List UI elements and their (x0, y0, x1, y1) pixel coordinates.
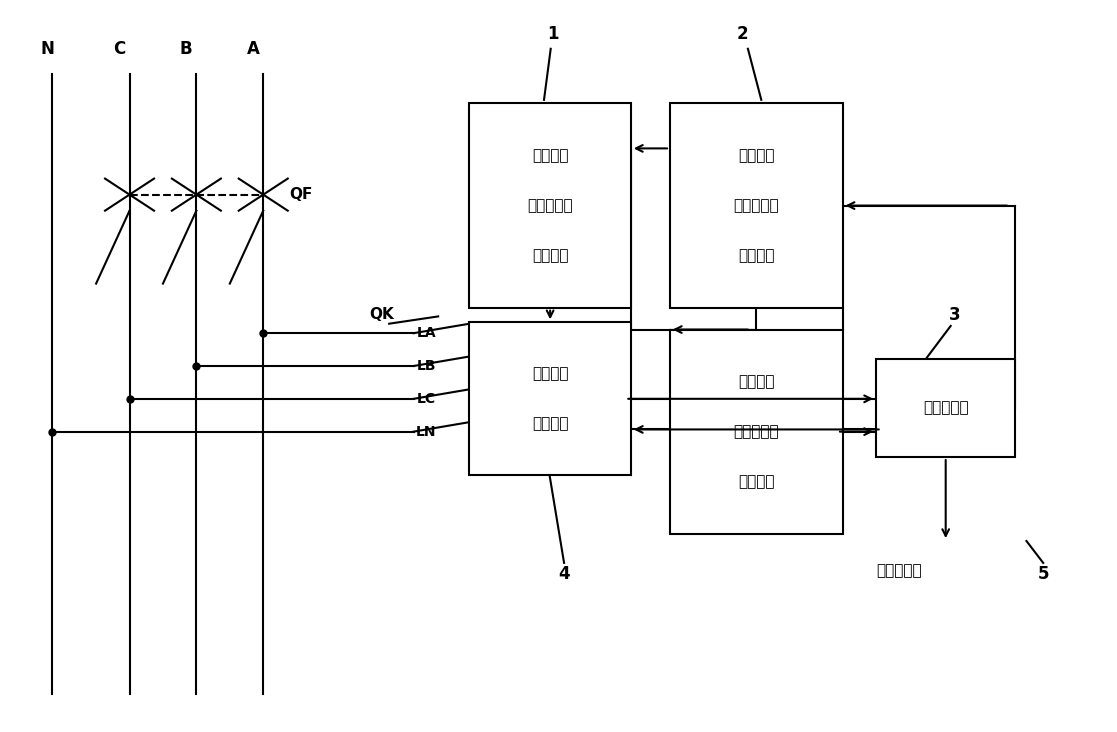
Text: QF: QF (289, 187, 313, 202)
Text: 短路探测: 短路探测 (532, 367, 569, 381)
Text: LB: LB (417, 359, 436, 373)
Text: 变压器高压: 变压器高压 (527, 198, 573, 213)
Text: 变压器谐振: 变压器谐振 (734, 424, 779, 439)
Text: LN: LN (416, 425, 436, 438)
Text: 2: 2 (737, 25, 748, 43)
Text: LA: LA (417, 326, 436, 340)
FancyBboxPatch shape (469, 322, 631, 475)
FancyBboxPatch shape (670, 103, 842, 307)
Text: 驱动电路: 驱动电路 (738, 247, 774, 263)
Text: LC: LC (417, 392, 436, 406)
Text: 压电陶瓷: 压电陶瓷 (738, 149, 774, 163)
FancyBboxPatch shape (469, 103, 631, 307)
Text: 3: 3 (948, 306, 961, 324)
Text: 传感电路: 传感电路 (532, 416, 569, 431)
Text: 主测控电路: 主测控电路 (923, 400, 968, 416)
Text: A: A (247, 40, 259, 58)
Text: C: C (113, 40, 125, 58)
Text: 变压器谐振: 变压器谐振 (734, 198, 779, 213)
Text: 检测电路: 检测电路 (738, 474, 774, 489)
Text: QK: QK (369, 307, 394, 323)
Text: N: N (40, 40, 55, 58)
Text: 数据输出端: 数据输出端 (876, 563, 922, 578)
Text: 1: 1 (547, 25, 558, 43)
Text: 发生电路: 发生电路 (532, 247, 569, 263)
Text: 压电陶瓷: 压电陶瓷 (738, 375, 774, 389)
FancyBboxPatch shape (670, 329, 842, 534)
Text: B: B (180, 40, 192, 58)
Text: 压电陶瓷: 压电陶瓷 (532, 149, 569, 163)
Text: 4: 4 (558, 565, 570, 583)
Text: 5: 5 (1038, 565, 1049, 583)
FancyBboxPatch shape (876, 359, 1015, 458)
